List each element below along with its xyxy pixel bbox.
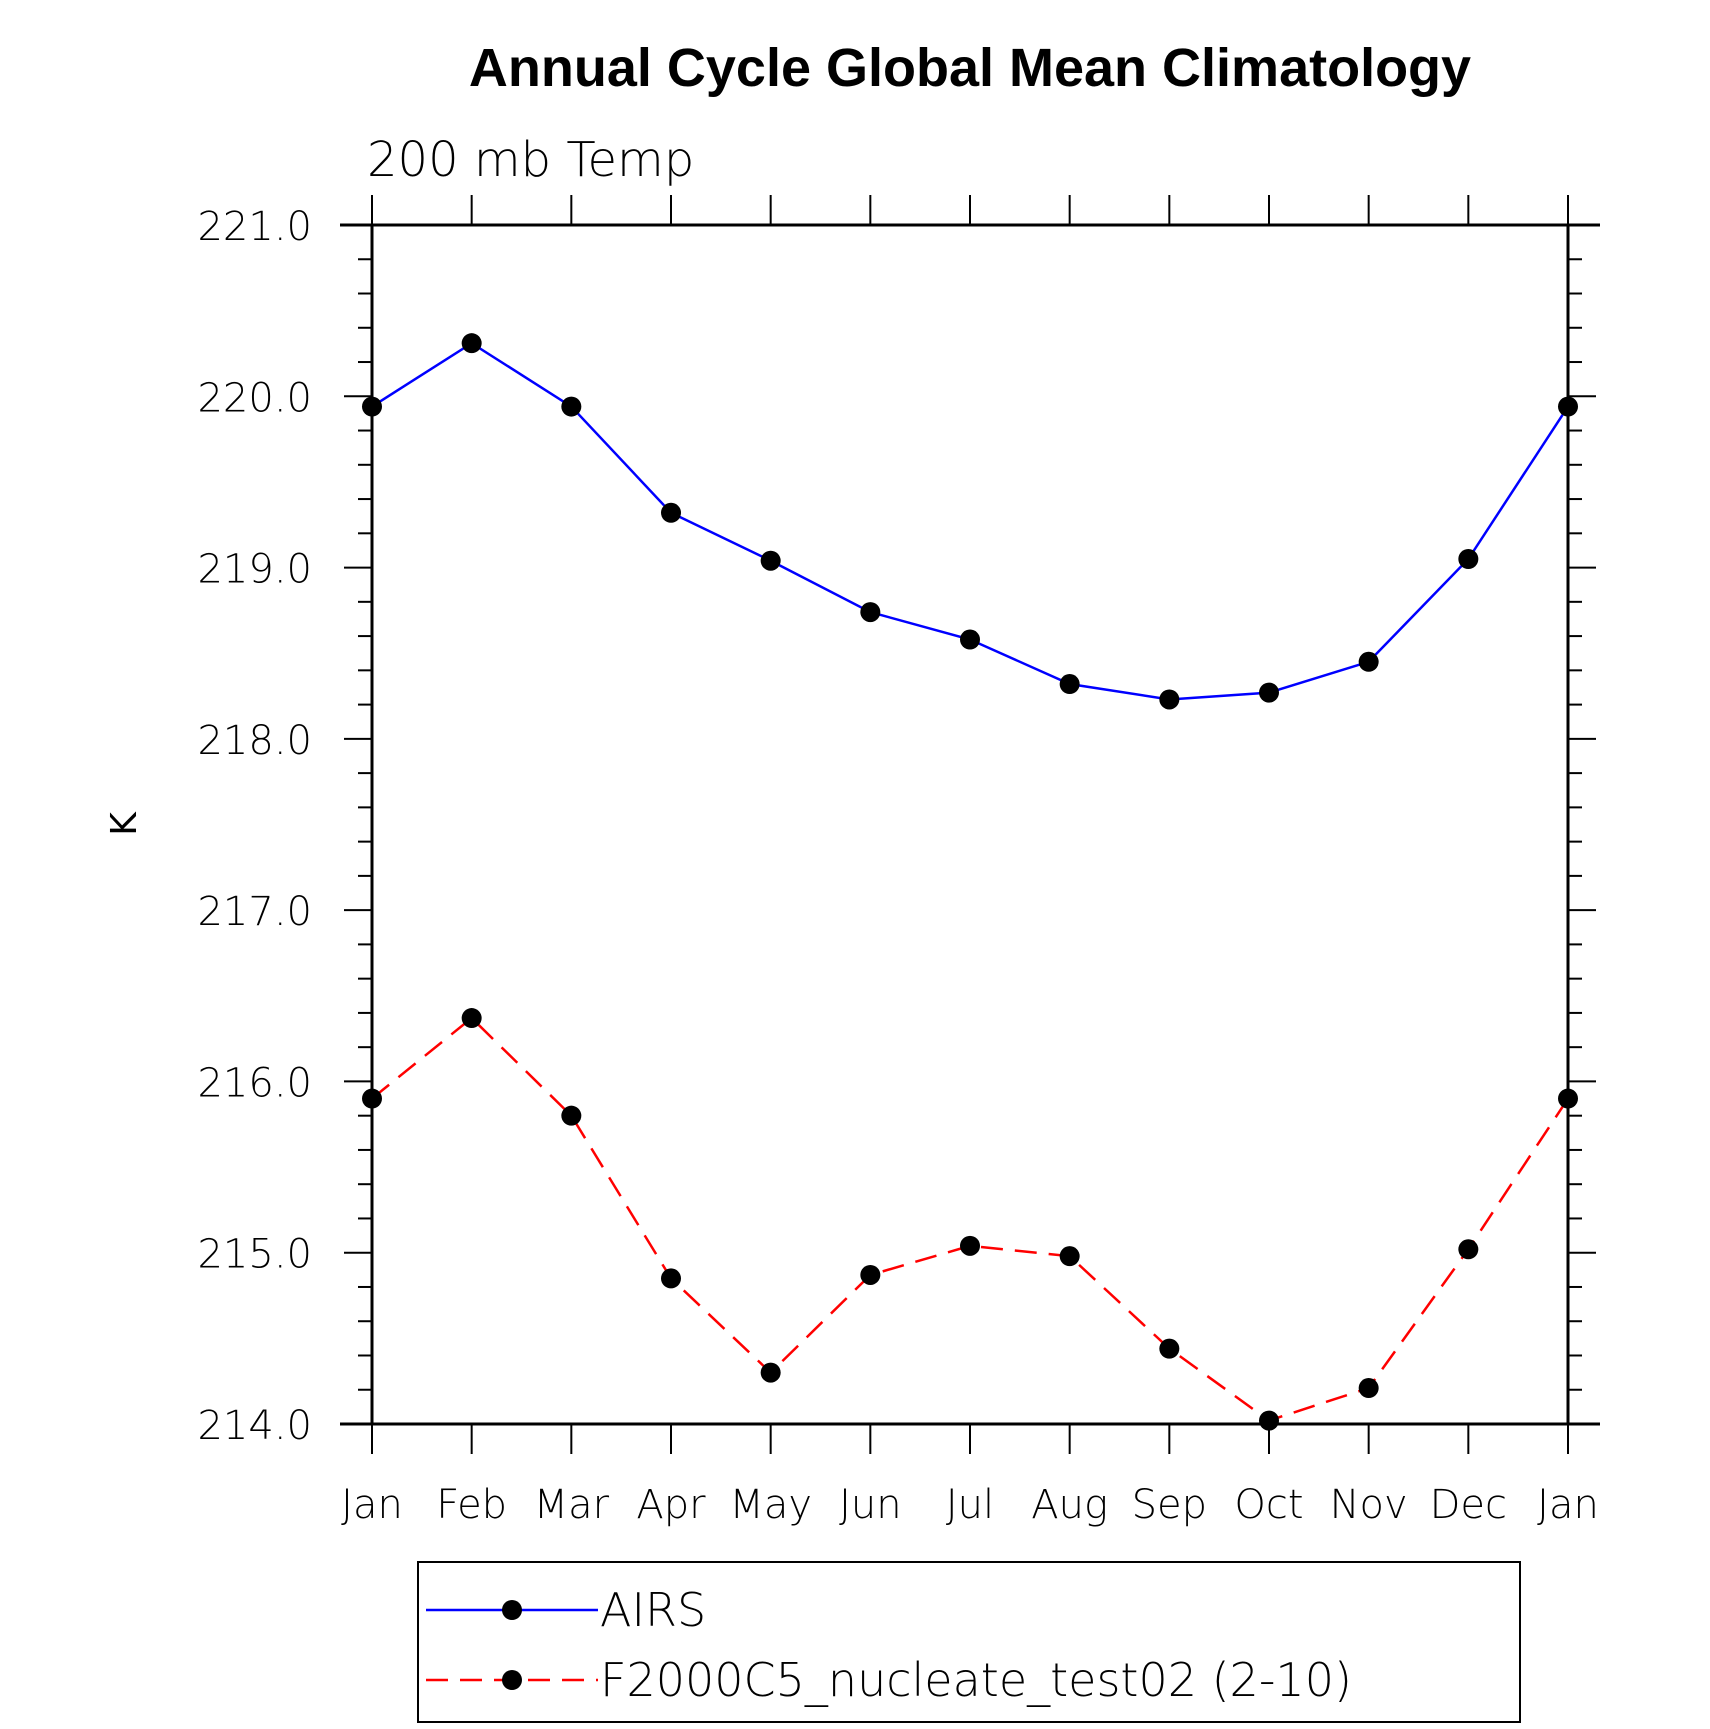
data-point (760, 550, 781, 571)
x-tick-label: Jan (341, 1482, 403, 1528)
data-point (1558, 396, 1578, 417)
data-point (1458, 549, 1479, 570)
data-point (362, 1088, 382, 1109)
x-tick-label: Jan (1537, 1482, 1599, 1528)
legend-marker (502, 1600, 522, 1620)
series-layer (362, 333, 1578, 1431)
y-tick-label: 216.0 (197, 1060, 312, 1106)
data-point (960, 1235, 980, 1256)
x-tick-label: Aug (1031, 1482, 1108, 1528)
x-tick-label: Jul (946, 1482, 994, 1528)
legend-marker (502, 1670, 522, 1690)
data-point (1259, 1410, 1279, 1431)
data-point (860, 1264, 881, 1285)
chart-subtitle: 200 mb Temp (367, 132, 694, 188)
chart-title: Annual Cycle Global Mean Climatology (469, 38, 1471, 98)
data-point (1159, 689, 1180, 710)
y-tick-label: 219.0 (197, 547, 312, 593)
data-point (760, 1362, 781, 1383)
y-axis-ticks: 214.0 215.0 216.0 217.0 218.0 219.0 220.0 221.0 (197, 204, 1596, 1449)
legend-label: AIRS (600, 1583, 706, 1637)
y-axis-label: K (104, 811, 145, 836)
data-point (1358, 651, 1379, 672)
x-tick-label: Oct (1234, 1482, 1303, 1528)
y-tick-label: 217.0 (197, 889, 312, 935)
data-point (561, 1105, 582, 1126)
data-point (860, 602, 881, 623)
x-tick-label: Sep (1132, 1482, 1207, 1528)
data-point (362, 396, 382, 417)
y-tick-label: 215.0 (197, 1232, 312, 1278)
y-tick-label: 220.0 (197, 375, 312, 421)
series-2 (362, 1008, 1578, 1431)
data-point (960, 629, 980, 650)
data-point (1259, 682, 1279, 703)
x-tick-label: Feb (436, 1482, 507, 1528)
data-point (1059, 1246, 1080, 1267)
data-point (461, 333, 482, 354)
series-1 (362, 333, 1578, 710)
legend: AIRS F2000C5_nucleate_test02 (2-10) (417, 1561, 1521, 1723)
legend-box (417, 1561, 1521, 1723)
data-point (1358, 1378, 1379, 1399)
data-point (461, 1008, 482, 1029)
data-point (1558, 1088, 1578, 1109)
y-tick-label: 218.0 (197, 718, 312, 764)
y-tick-label: 221.0 (197, 204, 312, 250)
series-line (371, 1016, 1570, 1422)
data-point (661, 1268, 681, 1289)
y-tick-label: 214.0 (197, 1403, 312, 1449)
x-tick-label: Mar (534, 1482, 610, 1528)
x-tick-label: May (729, 1482, 812, 1528)
data-point (661, 502, 681, 523)
x-axis-ticks: Jan Feb Mar Apr May Jun Jul Aug Sep Oct Nov Dec Jan (341, 195, 1599, 1528)
data-point (1458, 1239, 1479, 1260)
data-point (561, 396, 582, 417)
x-tick-label: Nov (1330, 1482, 1408, 1528)
data-point (1159, 1338, 1180, 1359)
x-tick-label: Jun (839, 1482, 902, 1528)
legend-label: F2000C5_nucleate_test02 (2-10) (600, 1653, 1352, 1707)
data-point (1059, 674, 1080, 695)
x-tick-label: Apr (636, 1482, 706, 1528)
x-tick-label: Dec (1430, 1482, 1507, 1528)
